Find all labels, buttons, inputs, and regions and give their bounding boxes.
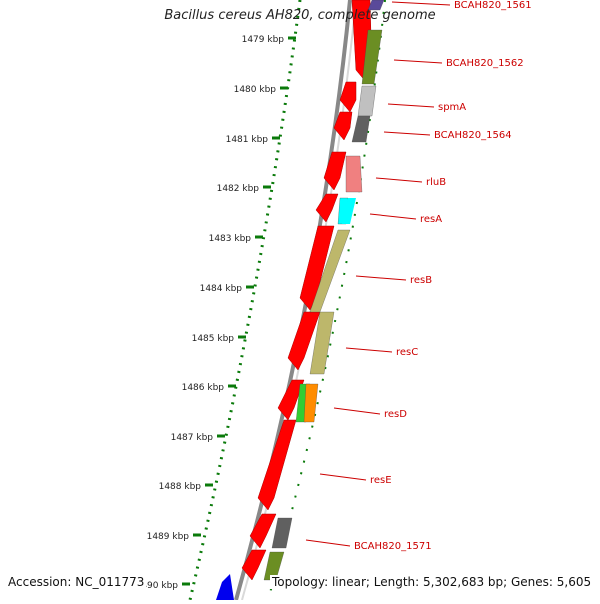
forward-gene-arrow: [249, 513, 277, 549]
forward-gene-arrow: [315, 193, 339, 223]
ruler-label: 1482 kbp: [217, 184, 260, 194]
gene-label-line: [355, 275, 407, 281]
gene-label: resD: [384, 409, 407, 420]
gene-label: BCAH820_1564: [434, 130, 512, 141]
forward-gene-arrow: [333, 111, 353, 141]
gene-label-line: [383, 131, 431, 136]
gene-label: resB: [410, 275, 432, 286]
gene-label: BCAH820_1561: [454, 0, 532, 11]
gene-label-line: [345, 347, 393, 353]
gene-label-line: [319, 473, 367, 481]
gene-block: [357, 85, 377, 117]
gene-label: BCAH820_1562: [446, 58, 524, 69]
forward-gene-arrow: [241, 549, 267, 581]
ruler-label: 1483 kbp: [209, 234, 252, 244]
gene-block: [367, 0, 385, 11]
ruler-label: 1484 kbp: [200, 284, 243, 294]
gene-block: [345, 155, 363, 193]
forward-gene-arrow: [277, 379, 305, 421]
gene-label-line: [333, 407, 381, 415]
reverse-gene-arrow: [216, 574, 234, 600]
gene-block: [271, 517, 293, 549]
ruler-label: 1479 kbp: [242, 35, 285, 45]
track-ticks: [267, 0, 386, 601]
gene-label: spmA: [438, 102, 466, 113]
accession-text: Accession: NC_011773: [6, 575, 147, 589]
ruler-label: 1490 kbp: [136, 581, 179, 591]
ruler-label: 1481 kbp: [226, 135, 269, 145]
gene-block: [351, 115, 371, 143]
gene-label: rluB: [426, 177, 446, 188]
gene-label-line: [391, 1, 451, 6]
gene-block: [309, 311, 335, 375]
gene-block: [361, 29, 383, 85]
ruler-label: 1486 kbp: [182, 383, 225, 393]
ruler-label: 1480 kbp: [234, 85, 277, 95]
gene-label: BCAH820_1571: [354, 541, 432, 552]
gene-label: resC: [396, 347, 418, 358]
forward-gene-arrow: [323, 151, 347, 191]
forward-gene-arrow: [339, 81, 357, 113]
ruler-label: 1487 kbp: [171, 433, 214, 443]
gene-label-line: [393, 59, 443, 64]
gene-label-line: [387, 103, 435, 108]
ruler-label: 1485 kbp: [192, 334, 235, 344]
gene-block: [303, 383, 319, 423]
forward-gene-arrow: [257, 419, 297, 511]
ruler-label: 1488 kbp: [159, 482, 202, 492]
gene-block: [342, 198, 356, 224]
genome-summary-text: Topology: linear; Length: 5,302,683 bp; …: [270, 575, 594, 589]
gene-label: resE: [370, 475, 392, 486]
genome-title: Bacillus cereus AH820, complete genome: [164, 8, 436, 23]
gene-label-line: [375, 177, 423, 183]
gene-label-line: [305, 539, 351, 547]
gene-label: resA: [420, 214, 442, 225]
ruler-label: 1489 kbp: [147, 532, 190, 542]
gene-label-line: [369, 213, 417, 220]
